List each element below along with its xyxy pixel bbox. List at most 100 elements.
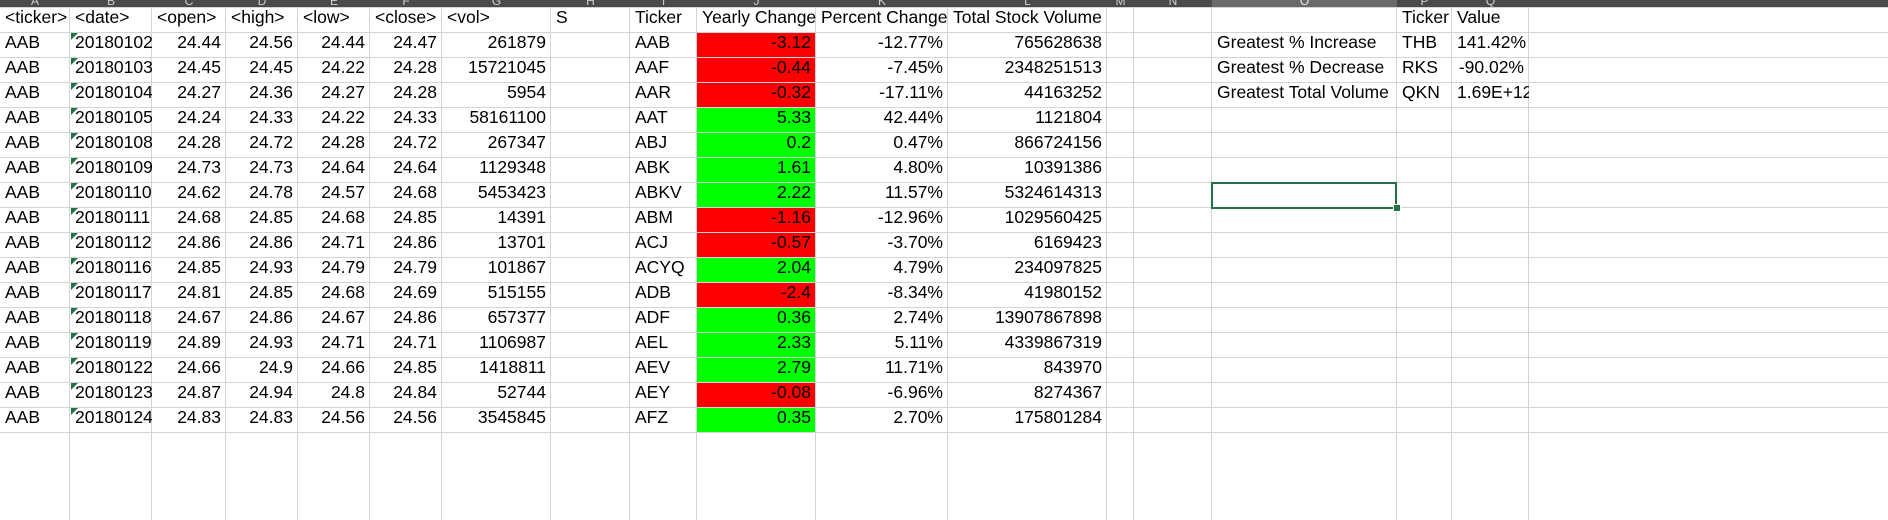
total-volume-cell[interactable]: 8274367 bbox=[1033, 382, 1102, 402]
column-header-j[interactable]: J bbox=[697, 0, 816, 8]
close-cell[interactable]: 24.85 bbox=[393, 207, 437, 227]
low-cell[interactable]: 24.8 bbox=[330, 382, 365, 402]
high-cell[interactable]: 24.85 bbox=[249, 207, 293, 227]
header-bonus-ticker[interactable]: Ticker bbox=[1402, 7, 1449, 27]
total-volume-cell[interactable]: 843970 bbox=[1043, 357, 1102, 377]
header-open[interactable]: <open> bbox=[157, 7, 217, 27]
column-header-l[interactable]: L bbox=[948, 0, 1107, 8]
ticker-cell[interactable]: AAB bbox=[5, 157, 41, 177]
percent-change-cell[interactable]: 5.11% bbox=[894, 332, 943, 352]
summary-ticker-cell[interactable]: ABKV bbox=[635, 182, 682, 202]
summary-ticker-cell[interactable]: ABM bbox=[635, 207, 673, 227]
yearly-change-cell[interactable]: 0.36 bbox=[776, 307, 811, 327]
yearly-change-cell[interactable]: -0.44 bbox=[771, 57, 811, 77]
text-number-warning-icon[interactable] bbox=[71, 33, 78, 40]
total-volume-cell[interactable]: 866724156 bbox=[1014, 132, 1102, 152]
yearly-change-cell[interactable]: -1.16 bbox=[771, 207, 811, 227]
date-cell[interactable]: 20180122 bbox=[75, 357, 152, 377]
close-cell[interactable]: 24.71 bbox=[393, 332, 437, 352]
bonus-value-cell[interactable]: -90.02% bbox=[1458, 57, 1524, 77]
open-cell[interactable]: 24.24 bbox=[177, 107, 221, 127]
low-cell[interactable]: 24.71 bbox=[321, 232, 365, 252]
yearly-change-cell[interactable]: 2.79 bbox=[776, 357, 811, 377]
text-number-warning-icon[interactable] bbox=[71, 133, 78, 140]
text-number-warning-icon[interactable] bbox=[71, 208, 78, 215]
total-volume-cell[interactable]: 234097825 bbox=[1014, 257, 1102, 277]
summary-ticker-cell[interactable]: AEY bbox=[635, 382, 671, 402]
column-header-f[interactable]: F bbox=[370, 0, 442, 8]
yearly-change-cell[interactable]: -0.32 bbox=[771, 82, 811, 102]
text-number-warning-icon[interactable] bbox=[71, 383, 78, 390]
total-volume-cell[interactable]: 1029560425 bbox=[1004, 207, 1102, 227]
ticker-cell[interactable]: AAB bbox=[5, 57, 41, 77]
text-number-warning-icon[interactable] bbox=[71, 333, 78, 340]
close-cell[interactable]: 24.68 bbox=[393, 182, 437, 202]
bonus-value-cell[interactable]: 141.42% bbox=[1457, 32, 1527, 52]
percent-change-cell[interactable]: -12.96% bbox=[877, 207, 943, 227]
close-cell[interactable]: 24.72 bbox=[393, 132, 437, 152]
vol-cell[interactable]: 1129348 bbox=[479, 157, 546, 177]
header-vol[interactable]: <vol> bbox=[447, 7, 490, 27]
close-cell[interactable]: 24.47 bbox=[393, 32, 437, 52]
active-cell-selection[interactable] bbox=[1211, 182, 1397, 209]
total-volume-cell[interactable]: 175801284 bbox=[1014, 407, 1102, 427]
open-cell[interactable]: 24.86 bbox=[177, 232, 221, 252]
percent-change-cell[interactable]: -8.34% bbox=[887, 282, 943, 302]
yearly-change-cell[interactable]: 5.33 bbox=[776, 107, 811, 127]
open-cell[interactable]: 24.44 bbox=[177, 32, 221, 52]
low-cell[interactable]: 24.64 bbox=[321, 157, 365, 177]
low-cell[interactable]: 24.66 bbox=[321, 357, 365, 377]
low-cell[interactable]: 24.44 bbox=[321, 32, 365, 52]
summary-ticker-cell[interactable]: ACYQ bbox=[635, 257, 685, 277]
vol-cell[interactable]: 101867 bbox=[487, 257, 546, 277]
ticker-cell[interactable]: AAB bbox=[5, 182, 41, 202]
total-volume-cell[interactable]: 5324614313 bbox=[1004, 182, 1102, 202]
low-cell[interactable]: 24.79 bbox=[321, 257, 365, 277]
high-cell[interactable]: 24.86 bbox=[249, 232, 293, 252]
low-cell[interactable]: 24.71 bbox=[321, 332, 365, 352]
high-cell[interactable]: 24.86 bbox=[249, 307, 293, 327]
yearly-change-cell[interactable]: 0.2 bbox=[786, 132, 811, 152]
total-volume-cell[interactable]: 1121804 bbox=[1035, 107, 1102, 127]
summary-ticker-cell[interactable]: AEL bbox=[635, 332, 669, 352]
ticker-cell[interactable]: AAB bbox=[5, 207, 41, 227]
yearly-change-cell[interactable]: -0.57 bbox=[771, 232, 811, 252]
close-cell[interactable]: 24.56 bbox=[393, 407, 437, 427]
bonus-label-cell[interactable]: Greatest Total Volume bbox=[1217, 82, 1389, 102]
bonus-ticker-cell[interactable]: QKN bbox=[1402, 82, 1440, 102]
percent-change-cell[interactable]: 0.47% bbox=[893, 132, 943, 152]
total-volume-cell[interactable]: 13907867898 bbox=[994, 307, 1102, 327]
vol-cell[interactable]: 15721045 bbox=[468, 57, 546, 77]
column-header-o[interactable]: O bbox=[1212, 0, 1397, 8]
summary-ticker-cell[interactable]: AAR bbox=[635, 82, 671, 102]
column-header-e[interactable]: E bbox=[298, 0, 370, 8]
total-volume-cell[interactable]: 2348251513 bbox=[1004, 57, 1102, 77]
summary-ticker-cell[interactable]: AFZ bbox=[635, 407, 669, 427]
total-volume-cell[interactable]: 44163252 bbox=[1024, 82, 1102, 102]
vol-cell[interactable]: 3545845 bbox=[477, 407, 546, 427]
date-cell[interactable]: 20180110 bbox=[75, 182, 152, 202]
header-percent-change[interactable]: Percent Change bbox=[821, 7, 948, 27]
header-high[interactable]: <high> bbox=[231, 7, 285, 27]
summary-ticker-cell[interactable]: ACJ bbox=[635, 232, 669, 252]
low-cell[interactable]: 24.22 bbox=[321, 107, 365, 127]
column-header-g[interactable]: G bbox=[442, 0, 551, 8]
ticker-cell[interactable]: AAB bbox=[5, 132, 41, 152]
header-ticker[interactable]: <ticker> bbox=[5, 7, 68, 27]
summary-ticker-cell[interactable]: ABK bbox=[635, 157, 671, 177]
vol-cell[interactable]: 5453423 bbox=[477, 182, 546, 202]
ticker-cell[interactable]: AAB bbox=[5, 257, 41, 277]
fill-handle[interactable] bbox=[1393, 204, 1401, 212]
column-header-k[interactable]: K bbox=[816, 0, 948, 8]
open-cell[interactable]: 24.83 bbox=[177, 407, 221, 427]
low-cell[interactable]: 24.68 bbox=[321, 282, 365, 302]
low-cell[interactable]: 24.22 bbox=[321, 57, 365, 77]
open-cell[interactable]: 24.45 bbox=[177, 57, 221, 77]
high-cell[interactable]: 24.33 bbox=[249, 107, 293, 127]
bonus-label-cell[interactable]: Greatest % Decrease bbox=[1217, 57, 1385, 77]
close-cell[interactable]: 24.85 bbox=[393, 357, 437, 377]
open-cell[interactable]: 24.62 bbox=[177, 182, 221, 202]
open-cell[interactable]: 24.73 bbox=[177, 157, 221, 177]
open-cell[interactable]: 24.67 bbox=[177, 307, 221, 327]
percent-change-cell[interactable]: 2.74% bbox=[893, 307, 943, 327]
